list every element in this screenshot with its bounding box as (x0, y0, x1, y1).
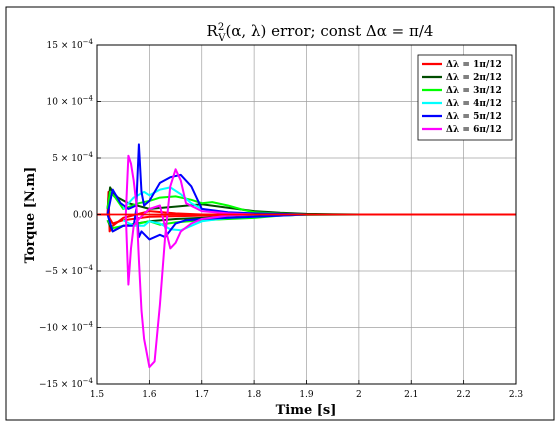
x-tick-label: 1.7 (195, 390, 210, 400)
y-tick-label: −15 × 10−4 (39, 377, 94, 390)
y-tick-label: 0.00 (73, 211, 93, 221)
x-tick-label: 1.8 (247, 390, 262, 400)
legend-label: Δλ = 3π/12 (446, 86, 502, 96)
y-tick-label: 10 × 10−4 (47, 95, 94, 108)
series-5-curve-2 (106, 207, 307, 241)
legend-label: Δλ = 4π/12 (446, 99, 502, 109)
x-axis-label: Time [s] (276, 403, 337, 418)
x-tick-label: 1.6 (142, 390, 157, 400)
x-tick-label: 2.1 (404, 390, 418, 400)
x-tick-label: 2.3 (509, 390, 524, 400)
y-tick-label: −5 × 10−4 (45, 264, 94, 277)
legend-box (417, 54, 513, 141)
series-6-curve-2 (124, 204, 255, 286)
series-6-curve-1 (124, 154, 255, 369)
legend-label: Δλ = 6π/12 (446, 125, 502, 135)
y-axis-label: Torque [N.m] (23, 167, 38, 264)
series-3-curve-1 (106, 190, 307, 216)
series-5-curve-1 (106, 143, 307, 216)
y-tick-label: 5 × 10−4 (52, 151, 93, 164)
chart-title: R2 V(α, λ) error; const Δα = π/4 (207, 22, 434, 44)
series-curves (97, 143, 516, 369)
x-tick-label: 1.9 (299, 390, 314, 400)
legend-label: Δλ = 1π/12 (446, 60, 502, 70)
x-axis-ticks: 1.5 1.6 1.7 1.8 1.9 2 2.1 2.2 2.3 (90, 380, 524, 400)
legend: Δλ = 1π/12 Δλ = 2π/12 Δλ = 3π/12 Δλ = 4π/12… (417, 54, 513, 141)
y-tick-label: 15 × 10−4 (47, 38, 94, 51)
figure-frame (5, 6, 555, 421)
y-axis-ticks: −15 × 10−4 −10 × 10−4 −5 × 10−4 0.00 5 × 10−… (39, 38, 101, 390)
x-tick-label: 1.5 (90, 390, 105, 400)
y-tick-label: −10 × 10−4 (39, 321, 94, 334)
legend-label: Δλ = 5π/12 (446, 112, 502, 122)
x-tick-label: 2 (356, 390, 362, 400)
legend-label: Δλ = 2π/12 (446, 73, 502, 83)
x-tick-label: 2.2 (456, 390, 470, 400)
